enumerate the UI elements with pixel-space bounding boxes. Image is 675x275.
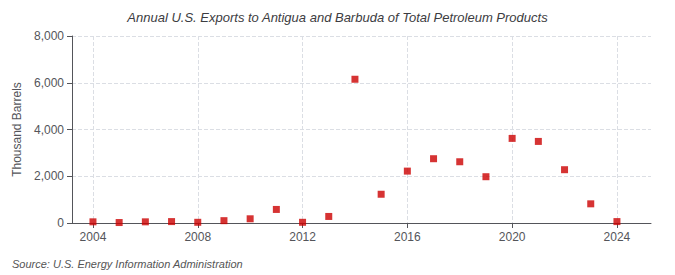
- svg-text:2012: 2012: [289, 230, 316, 244]
- svg-text:2,000: 2,000: [34, 169, 64, 183]
- svg-text:2020: 2020: [499, 230, 526, 244]
- svg-text:2024: 2024: [604, 230, 631, 244]
- svg-text:Thousand Barrels: Thousand Barrels: [10, 82, 24, 177]
- svg-text:4,000: 4,000: [34, 123, 64, 137]
- svg-text:2016: 2016: [394, 230, 421, 244]
- svg-text:2004: 2004: [80, 230, 107, 244]
- svg-text:0: 0: [57, 216, 64, 230]
- svg-text:8,000: 8,000: [34, 29, 64, 43]
- svg-text:Annual U.S. Exports to Antigua: Annual U.S. Exports to Antigua and Barbu…: [126, 10, 548, 25]
- svg-text:6,000: 6,000: [34, 76, 64, 90]
- svg-text:Source: U.S. Energy Informatio: Source: U.S. Energy Information Administ…: [12, 258, 243, 270]
- svg-text:2008: 2008: [184, 230, 211, 244]
